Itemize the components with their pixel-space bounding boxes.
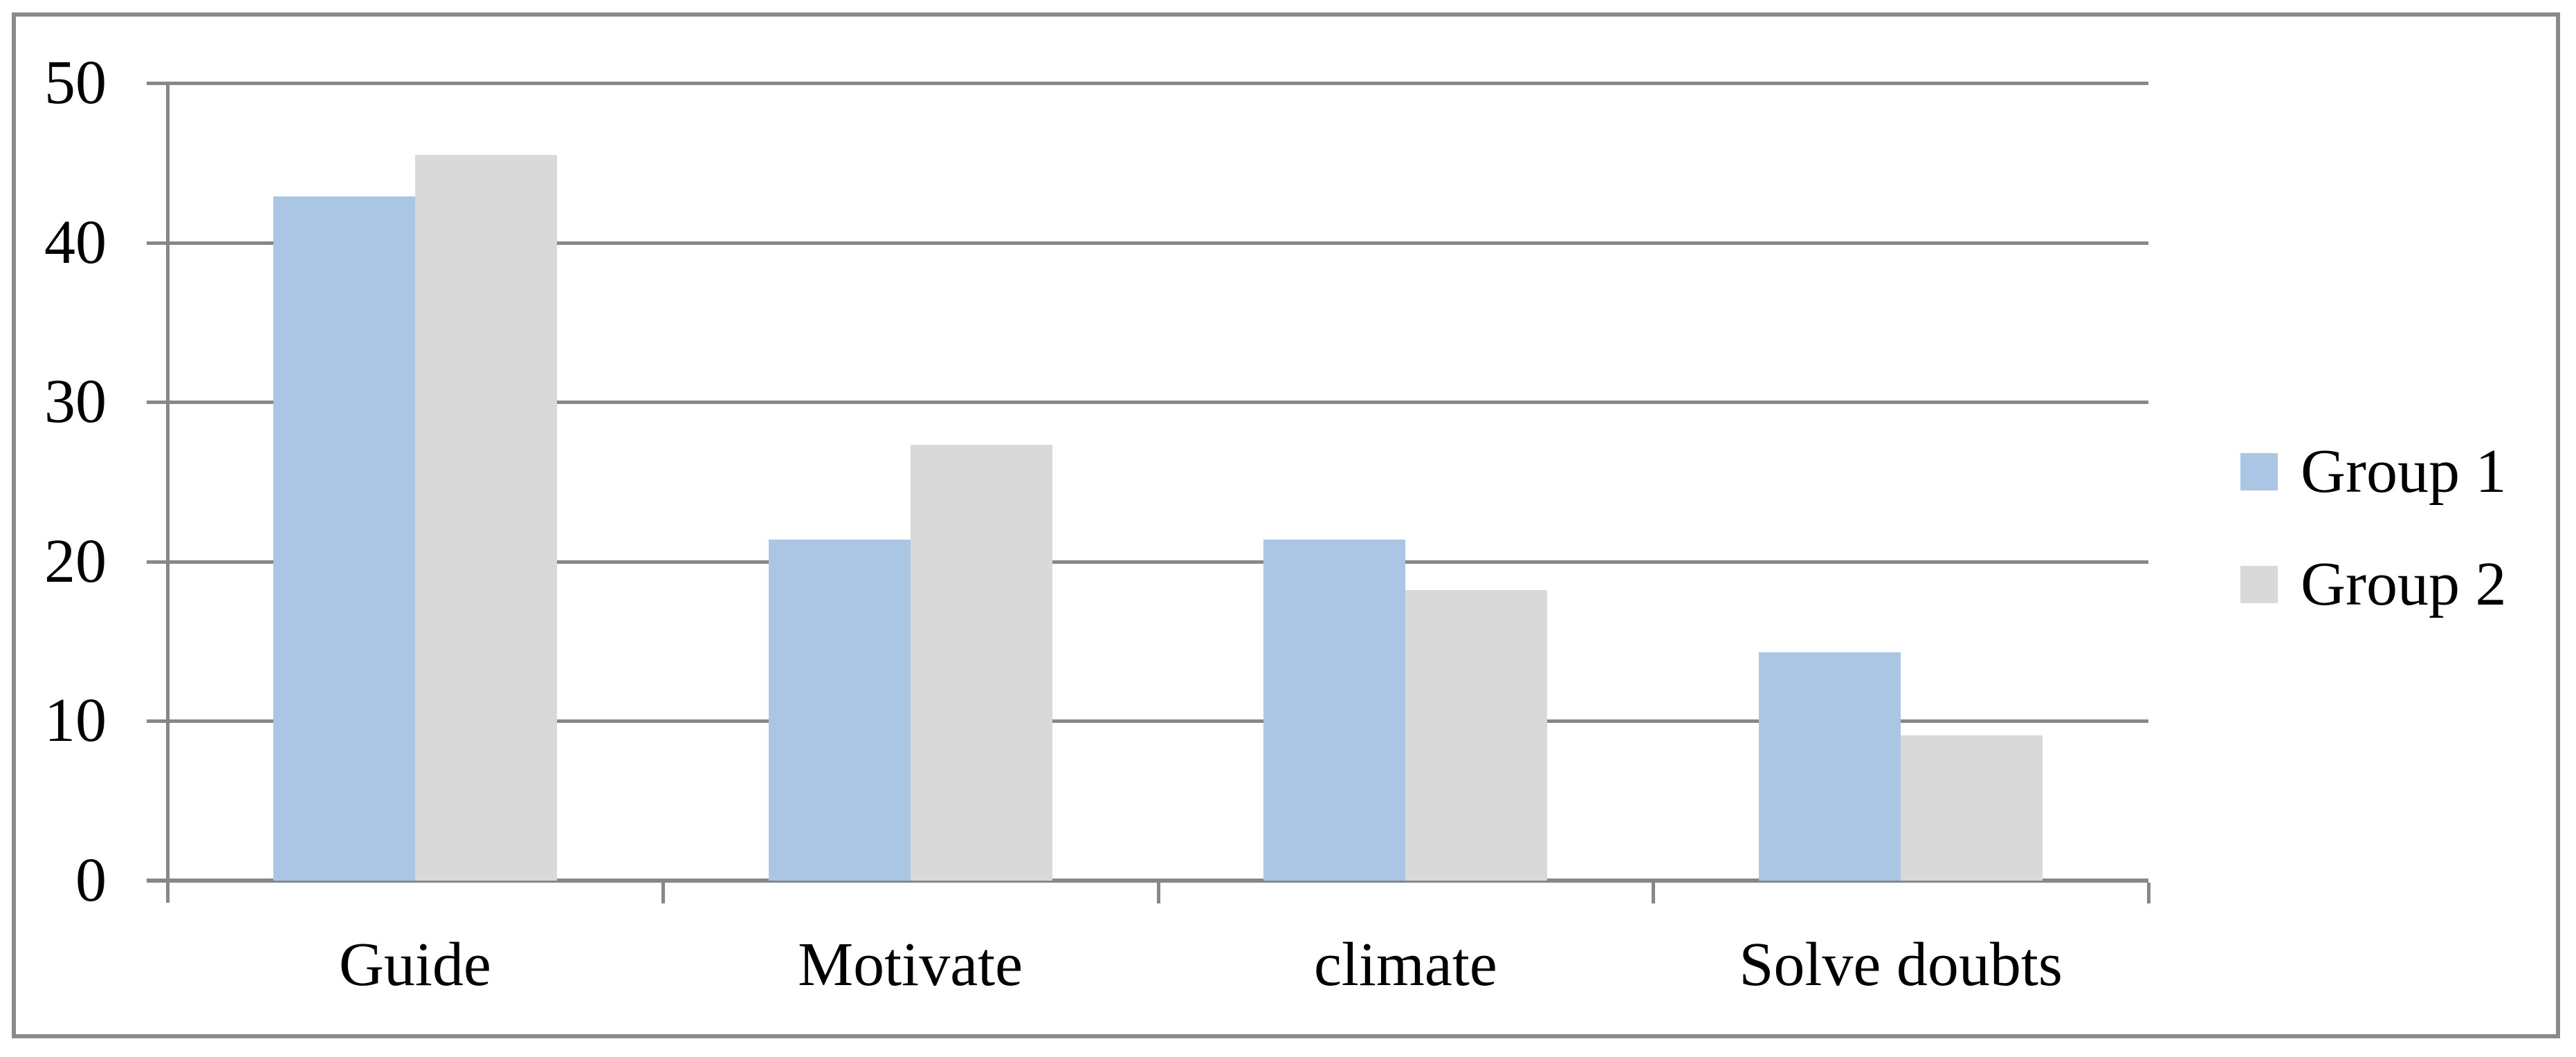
category-label-motivate: Motivate xyxy=(798,930,1023,999)
x-axis-baseline xyxy=(147,879,2148,883)
bar-group-1-motivate xyxy=(768,539,911,881)
chart-border xyxy=(12,12,2560,1038)
y-axis-line xyxy=(166,82,170,903)
legend-item-group-1: Group 1 xyxy=(2240,441,2506,503)
legend-swatch-group-1 xyxy=(2240,453,2278,490)
category-label-solve-doubts: Solve doubts xyxy=(1739,930,2063,999)
gridline-10 xyxy=(147,719,2148,724)
category-boundary-tick-4 xyxy=(2147,883,2150,903)
category-label-climate: climate xyxy=(1313,930,1497,999)
gridline-30 xyxy=(147,401,2148,405)
y-tick-label-10: 10 xyxy=(44,686,107,755)
y-tick-label-0: 0 xyxy=(75,846,107,914)
y-tick-label-50: 50 xyxy=(44,48,107,117)
legend-item-group-2: Group 2 xyxy=(2240,553,2506,616)
category-label-guide: Guide xyxy=(338,930,491,999)
gridline-20 xyxy=(147,560,2148,564)
bar-group-1-solve-doubts xyxy=(1759,652,1901,881)
bar-group-2-solve-doubts xyxy=(1901,735,2043,881)
bar-group-2-motivate xyxy=(910,445,1052,881)
bar-group-2-guide xyxy=(414,154,557,881)
bar-group-2-climate xyxy=(1405,590,1548,881)
y-tick-label-30: 30 xyxy=(44,367,107,436)
gridline-50 xyxy=(147,82,2148,85)
category-boundary-tick-1 xyxy=(661,883,665,903)
category-boundary-tick-3 xyxy=(1652,883,1656,903)
bar-group-1-guide xyxy=(273,196,415,881)
legend-label-group-2: Group 2 xyxy=(2301,550,2507,618)
y-tick-label-20: 20 xyxy=(44,526,107,596)
y-tick-label-40: 40 xyxy=(44,208,107,277)
legend-label-group-1: Group 1 xyxy=(2301,437,2507,506)
category-boundary-tick-2 xyxy=(1156,883,1160,903)
bar-group-1-climate xyxy=(1263,539,1406,881)
legend-swatch-group-2 xyxy=(2240,566,2278,603)
gridline-40 xyxy=(147,241,2148,245)
